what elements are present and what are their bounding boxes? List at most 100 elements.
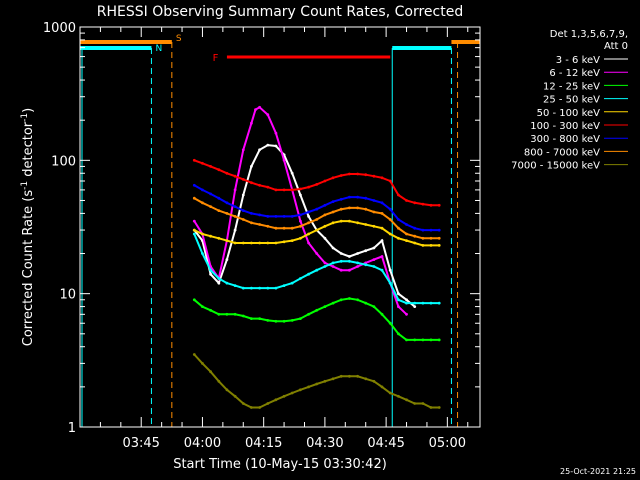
- series-point-4: [250, 241, 253, 245]
- series-point-5: [307, 185, 310, 189]
- legend-label: 300 - 800 keV: [530, 134, 600, 145]
- series-point-0: [380, 239, 384, 243]
- series-point-0: [241, 193, 245, 197]
- x-tick-label: 03:45: [122, 436, 159, 451]
- y-axis-label-mid: detector: [21, 121, 36, 181]
- series-point-3: [258, 286, 261, 290]
- series-point-2: [323, 305, 327, 308]
- series-point-4: [364, 223, 368, 226]
- series-point-2: [413, 338, 417, 342]
- series-point-3: [250, 286, 253, 290]
- y-tick-label: 1000: [43, 21, 76, 36]
- series-point-7: [299, 224, 302, 228]
- series-point-5: [274, 188, 278, 192]
- series-point-6: [192, 183, 196, 187]
- series-point-4: [282, 240, 286, 244]
- timestamp: 25-Oct-2021 21:25: [560, 467, 636, 476]
- series-point-5: [372, 174, 376, 178]
- series-point-4: [307, 232, 310, 236]
- series-point-7: [192, 196, 196, 200]
- legend-label: 50 - 100 keV: [537, 108, 601, 119]
- series-point-5: [201, 161, 204, 165]
- series-point-6: [421, 228, 425, 232]
- series-point-0: [217, 281, 221, 285]
- series-point-2: [250, 317, 253, 320]
- series-point-3: [274, 286, 278, 290]
- series-point-5: [233, 174, 237, 178]
- series-point-4: [299, 236, 302, 240]
- series-point-6: [331, 200, 335, 204]
- series-point-6: [217, 196, 221, 200]
- series-point-0: [299, 193, 302, 197]
- series-point-6: [380, 201, 384, 205]
- series-point-8: [233, 394, 237, 398]
- legend-label: 3 - 6 keV: [556, 55, 600, 66]
- series-point-3: [397, 298, 400, 302]
- series-point-8: [429, 406, 433, 409]
- series-point-3: [437, 301, 441, 305]
- series-point-8: [217, 379, 221, 383]
- series-point-1: [339, 268, 343, 272]
- saa-label: S: [176, 34, 182, 44]
- series-point-8: [413, 402, 417, 405]
- series-point-1: [372, 258, 376, 261]
- legend-label: 800 - 7000 keV: [524, 147, 600, 158]
- series-point-0: [250, 165, 253, 168]
- series-point-5: [331, 176, 335, 180]
- series-point-7: [233, 215, 237, 218]
- series-point-1: [323, 261, 327, 265]
- series-point-4: [201, 232, 204, 236]
- series-point-8: [323, 379, 327, 383]
- series-point-7: [217, 209, 221, 213]
- legend-label: 25 - 50 keV: [543, 95, 600, 106]
- series-point-2: [299, 317, 302, 320]
- series-point-7: [380, 212, 384, 215]
- series-point-2: [282, 319, 286, 323]
- x-tick-label: 04:00: [184, 436, 221, 451]
- x-tick-label: 04:15: [245, 436, 282, 451]
- series-point-3: [315, 268, 319, 272]
- series-point-2: [274, 319, 278, 323]
- series-point-4: [405, 239, 408, 243]
- series-point-7: [241, 218, 245, 221]
- series-point-8: [356, 374, 359, 378]
- series-point-7: [372, 210, 376, 214]
- series-point-8: [201, 362, 204, 365]
- series-point-1: [331, 265, 335, 268]
- series-point-1: [250, 121, 253, 125]
- series-point-8: [307, 385, 310, 389]
- series-point-2: [364, 301, 368, 305]
- y-axis-label-main: Corrected Count Rate (s: [21, 190, 36, 347]
- series-point-0: [209, 272, 213, 276]
- series-point-7: [331, 210, 335, 214]
- series-point-1: [192, 219, 196, 223]
- series-point-7: [356, 206, 359, 210]
- series-point-6: [209, 192, 213, 196]
- x-tick-label: 04:45: [367, 436, 404, 451]
- series-point-1: [397, 305, 400, 308]
- series-point-3: [331, 261, 335, 265]
- series-point-3: [225, 281, 229, 285]
- series-point-6: [315, 207, 319, 211]
- series-point-1: [315, 252, 319, 255]
- series-point-2: [397, 332, 400, 336]
- series-point-8: [266, 402, 270, 405]
- series-point-4: [421, 244, 425, 247]
- series-point-1: [282, 158, 286, 162]
- series-point-4: [397, 236, 400, 240]
- series-point-6: [299, 213, 302, 217]
- series-point-3: [192, 232, 196, 236]
- series-point-0: [388, 268, 392, 272]
- series-point-7: [209, 205, 213, 209]
- chart-title: RHESSI Observing Summary Count Rates, Co…: [97, 4, 463, 20]
- series-point-3: [421, 301, 425, 305]
- night-label: N: [156, 44, 163, 54]
- series-point-0: [233, 228, 237, 232]
- series-point-8: [388, 391, 392, 395]
- legend-label: 7000 - 15000 keV: [511, 161, 600, 172]
- series-point-5: [217, 168, 221, 172]
- series-point-1: [348, 268, 351, 272]
- series-point-0: [364, 249, 368, 253]
- series-point-6: [258, 213, 261, 217]
